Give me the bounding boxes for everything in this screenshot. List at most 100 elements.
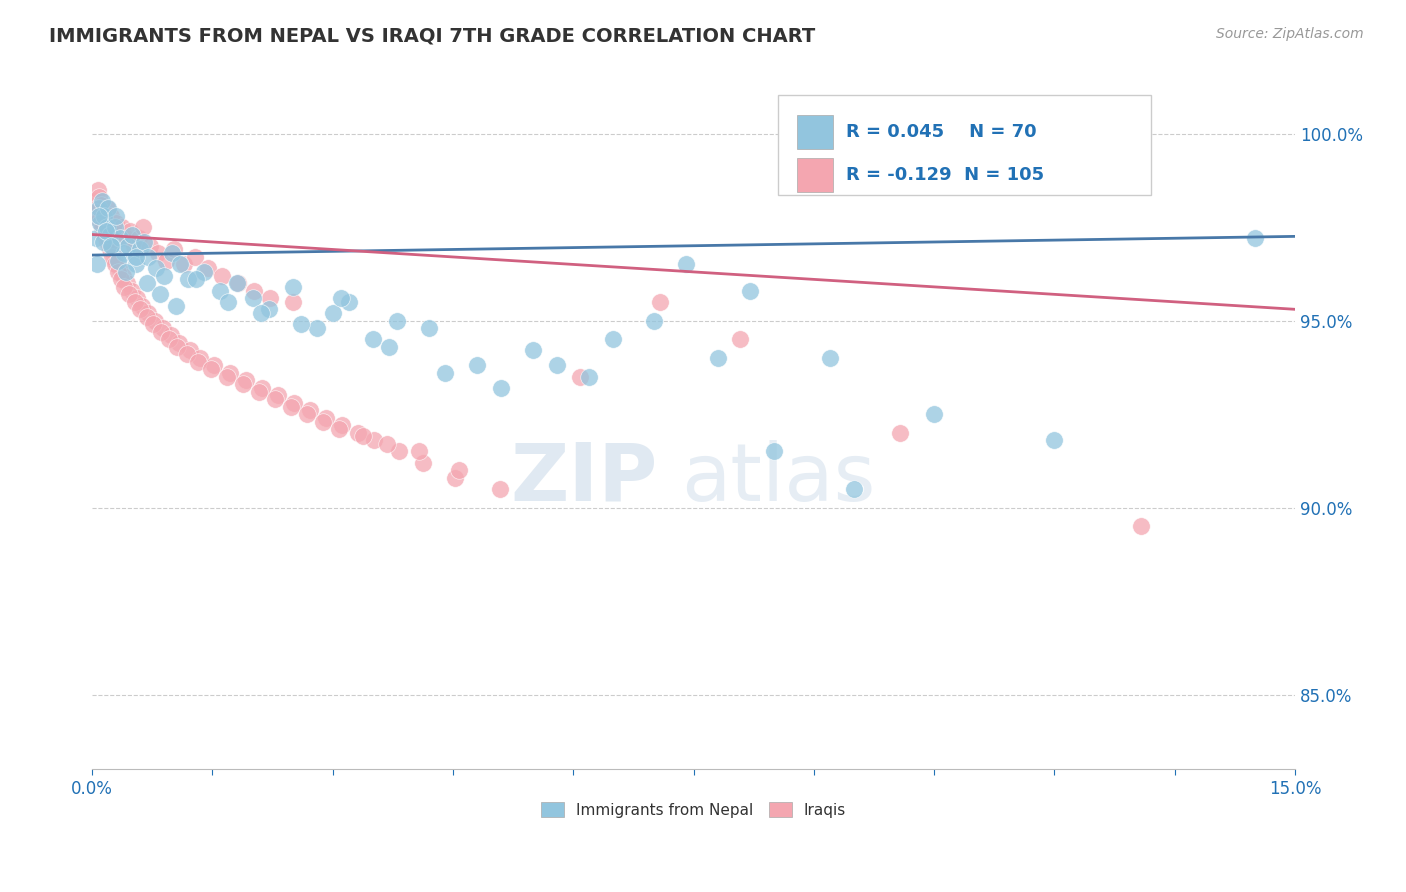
Point [249,306,271,320]
Point [111,268,134,283]
Text: ZIP: ZIP [510,440,658,517]
Point [129,243,152,257]
Point [124,294,146,309]
Point [332,418,354,433]
Point [337,294,360,309]
Point [121,284,143,298]
Point [165,299,187,313]
Point [568,369,591,384]
Point [378,340,401,354]
Point [434,366,457,380]
Point [96,220,118,235]
Point [90,194,112,208]
Point [135,310,157,324]
Point [219,366,242,380]
Point [387,444,409,458]
Point [93,205,115,219]
Point [176,347,198,361]
Point [247,384,270,399]
Point [96,202,118,216]
Point [385,313,408,327]
Point [184,250,207,264]
Point [295,407,318,421]
Point [408,444,430,458]
Point [87,202,110,216]
Point [101,238,124,252]
Point [97,231,120,245]
Point [100,209,122,223]
Point [328,422,350,436]
Point [706,351,728,365]
Point [889,425,911,440]
Point [89,216,111,230]
Point [522,343,544,358]
Point [578,369,600,384]
Text: IMMIGRANTS FROM NEPAL VS IRAQI 7TH GRADE CORRELATION CHART: IMMIGRANTS FROM NEPAL VS IRAQI 7TH GRADE… [49,27,815,45]
Point [100,238,122,252]
Point [105,209,128,223]
Point [361,332,384,346]
Point [98,227,121,242]
Point [280,400,302,414]
Point [169,257,191,271]
Point [675,257,697,271]
Point [110,231,132,245]
Point [242,291,264,305]
Point [115,265,138,279]
Point [125,250,148,264]
Point [125,257,148,271]
Point [145,261,167,276]
Point [243,284,266,298]
Point [312,415,335,429]
Point [101,250,124,264]
Point [135,276,157,290]
Point [142,318,165,332]
Point [107,227,129,242]
Point [149,287,172,301]
Point [89,190,111,204]
Point [352,429,374,443]
Point [602,332,624,346]
Point [91,235,114,249]
Point [281,280,304,294]
Point [315,410,337,425]
Point [118,287,141,301]
Point [150,325,173,339]
Point [218,294,240,309]
Point [122,238,145,252]
Point [143,313,166,327]
Point [257,302,280,317]
Point [87,212,110,227]
Text: R = -0.129  N = 105: R = -0.129 N = 105 [846,166,1045,184]
Point [117,276,139,290]
Point [159,328,181,343]
FancyBboxPatch shape [797,115,834,149]
Point [112,280,135,294]
Point [267,388,290,402]
Point [131,299,153,313]
Point [173,257,195,271]
Point [90,197,112,211]
Point [104,253,127,268]
Point [299,403,322,417]
Point [1043,433,1066,447]
Point [922,407,945,421]
Point [107,265,129,279]
FancyBboxPatch shape [778,95,1150,195]
Point [643,313,665,327]
Point [363,433,385,447]
Point [104,257,127,271]
Point [136,306,159,320]
Point [211,268,233,283]
Text: Source: ZipAtlas.com: Source: ZipAtlas.com [1216,27,1364,41]
Point [412,456,434,470]
Point [136,250,159,264]
Point [281,294,304,309]
Point [179,343,201,358]
Point [90,220,112,235]
Point [418,321,440,335]
Point [84,194,107,208]
Point [104,220,127,235]
Point [98,216,121,230]
Point [115,231,138,245]
